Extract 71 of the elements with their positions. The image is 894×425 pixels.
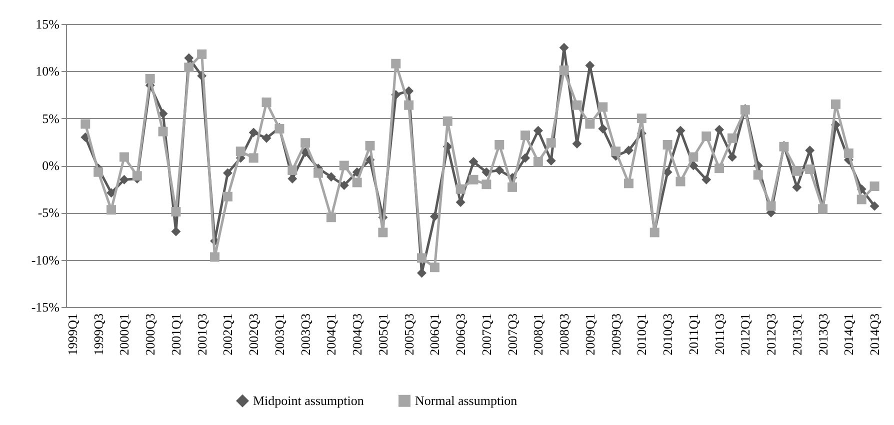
x-tick-label: 2002Q3 [246,314,262,356]
x-tick-label: 2012Q3 [764,314,779,356]
point [288,174,298,184]
point [171,226,181,236]
x-tick-label: 2008Q1 [530,314,546,356]
point [262,133,272,143]
point [158,108,168,118]
point [520,153,530,163]
y-tick-label: 15% [36,16,60,32]
x-tick-label: 2003Q3 [298,314,313,356]
point [572,139,582,149]
point [870,201,880,211]
x-tick-label: 2001Q3 [194,314,210,356]
legend-label: Normal assumption [415,392,518,408]
point [417,268,426,278]
point [456,198,466,208]
x-tick-label: 2004Q1 [324,314,339,356]
point [792,182,802,192]
point [727,152,737,162]
x-tick-label: 2001Q1 [168,314,184,356]
x-tick-label: 2008Q3 [556,314,572,356]
point [222,168,232,178]
x-tick-label: 2000Q3 [142,314,158,356]
y-tick-label: 10% [36,64,60,79]
x-tick-label: 2000Q1 [116,314,132,356]
point [248,128,258,138]
point [714,124,724,134]
point [533,126,543,136]
x-tick-label: 2013Q1 [789,314,804,356]
point [494,165,504,175]
x-tick-label: 2007Q3 [504,314,520,356]
y-tick-label: -15% [31,300,60,314]
x-tick-label: 2006Q1 [427,314,442,356]
x-tick-label: 2011Q1 [686,314,701,355]
point [468,156,478,166]
x-tick-label: 2009Q1 [582,314,598,356]
x-tick-label: 1999Q1 [64,314,80,356]
point [676,126,686,136]
point [702,174,712,184]
x-tick-label: 1999Q3 [90,314,106,356]
x-tick-label: 2002Q1 [220,314,236,356]
x-tick-label: 2012Q1 [738,314,753,356]
point [624,146,634,156]
x-tick-label: 2007Q1 [478,314,494,356]
x-tick-label: 2010Q1 [634,314,650,356]
point [404,86,414,96]
x-tick-label: 2013Q3 [815,314,830,356]
point [184,53,194,63]
point [326,172,336,182]
point [598,124,608,134]
point [559,42,569,52]
point [546,156,556,166]
x-tick-label: 2011Q3 [712,314,727,355]
legend-label: Midpoint assumption [253,392,364,408]
point [430,212,440,222]
y-tick-label: -10% [31,252,60,268]
x-tick-label: 2009Q3 [608,314,624,356]
y-tick-label: -5% [38,205,60,220]
x-tick-label: 2010Q3 [660,314,676,356]
x-tick-label: 2006Q3 [453,314,468,356]
x-tick-label: 2004Q3 [350,314,365,356]
y-tick-label: 0% [42,158,60,173]
y-tick-label: 5% [42,110,60,126]
x-tick-label: 2003Q1 [272,314,287,356]
x-tick-label: 2014Q3 [867,314,882,356]
point [339,180,349,190]
x-tick-label: 2005Q3 [401,314,416,356]
x-tick-label: 2005Q1 [375,314,390,356]
point [585,60,595,70]
x-tick-label: 2014Q1 [841,314,856,356]
point [119,174,129,184]
